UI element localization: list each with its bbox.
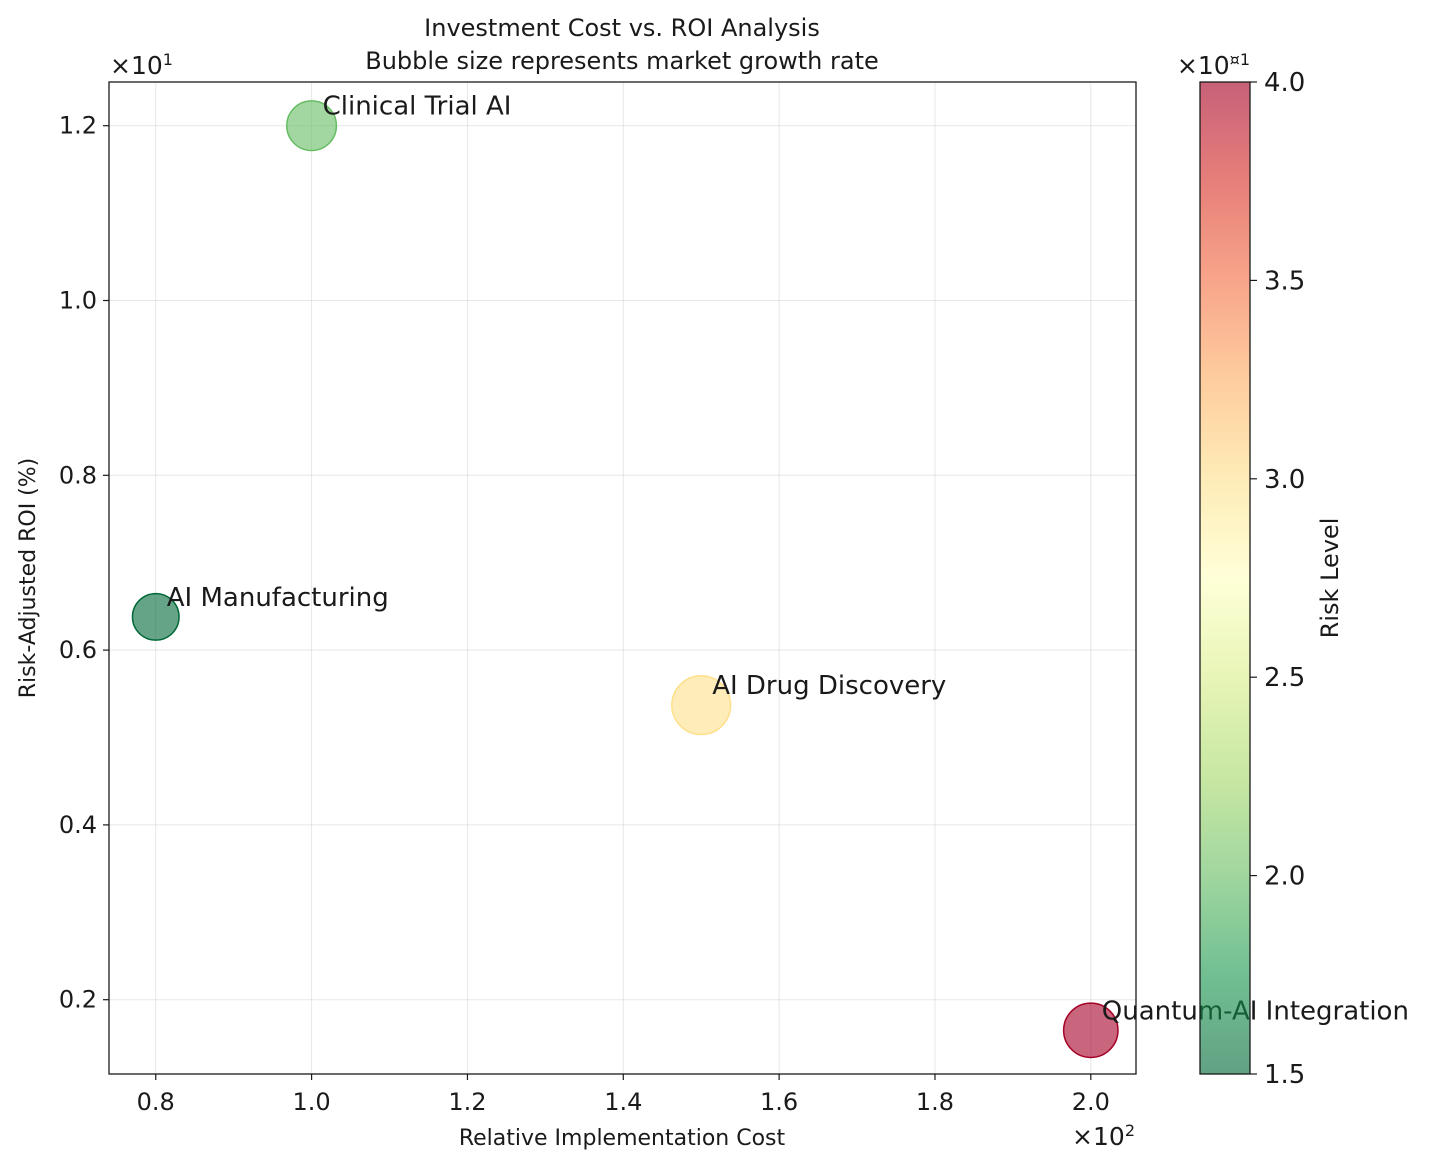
colorbar-frame	[1199, 81, 1251, 1075]
bubble	[286, 100, 338, 152]
y-axis-label: Risk-Adjusted ROI (%)	[16, 458, 41, 698]
colorbar-tick-label: 3.0	[1264, 465, 1305, 495]
plot-frame	[108, 81, 1137, 1075]
x-tick-label: 1.0	[293, 1088, 331, 1116]
bubbles	[131, 100, 1119, 1059]
bubble	[1062, 1002, 1119, 1059]
x-axis-ticks: 0.8 1.0 1.2 1.4 1.6 1.8 2.0	[137, 1074, 1110, 1116]
y-axis-ticks: 0.2 0.4 0.6 0.8 1.0 1.2	[59, 112, 109, 1014]
y-tick-label: 0.6	[59, 636, 97, 664]
colorbar-gradient	[1200, 82, 1250, 1074]
bubble	[131, 592, 180, 641]
bubble-label: AI Drug Discovery	[712, 671, 946, 701]
y-tick-label: 0.2	[59, 986, 97, 1014]
x-tick-label: 1.6	[760, 1088, 798, 1116]
x-axis-multiplier: ×102	[1072, 1121, 1135, 1151]
colorbar-tick-label: 2.5	[1264, 663, 1305, 693]
bubble-label: AI Manufacturing	[167, 583, 389, 613]
x-tick-label: 1.8	[916, 1088, 954, 1116]
chart-subtitle: Bubble size represents market growth rat…	[365, 47, 879, 75]
bubble	[671, 675, 732, 736]
y-tick-label: 1.0	[59, 287, 97, 315]
bubble-label: Clinical Trial AI	[323, 92, 512, 122]
y-tick-label: 0.4	[59, 811, 97, 839]
grid	[109, 82, 1136, 1074]
x-tick-label: 0.8	[137, 1088, 175, 1116]
bubble-labels: AI Manufacturing Clinical Trial AI AI Drug…	[167, 92, 1409, 1027]
plot-area	[109, 82, 1136, 1074]
colorbar-label: Risk Level	[1316, 518, 1344, 639]
colorbar-multiplier: ×10¤1	[1177, 50, 1250, 80]
x-axis-label: Relative Implementation Cost	[459, 1126, 786, 1151]
x-tick-label: 1.2	[448, 1088, 486, 1116]
colorbar-tick-label: 2.0	[1264, 862, 1305, 892]
colorbar-tick-label: 1.5	[1264, 1060, 1305, 1090]
x-tick-label: 1.4	[604, 1088, 642, 1116]
y-tick-label: 1.2	[59, 112, 97, 140]
y-tick-label: 0.8	[59, 461, 97, 489]
y-axis-multiplier: ×101	[110, 50, 173, 80]
chart-title: Investment Cost vs. ROI Analysis	[424, 14, 820, 42]
colorbar-tick-label: 4.0	[1264, 68, 1305, 98]
colorbar-tick-label: 3.5	[1264, 266, 1305, 296]
bubble-label: Quantum-AI Integration	[1102, 996, 1409, 1026]
colorbar-ticks: 1.5 2.0 2.5 3.0 3.5 4.0	[1250, 68, 1305, 1090]
x-tick-label: 2.0	[1072, 1088, 1110, 1116]
